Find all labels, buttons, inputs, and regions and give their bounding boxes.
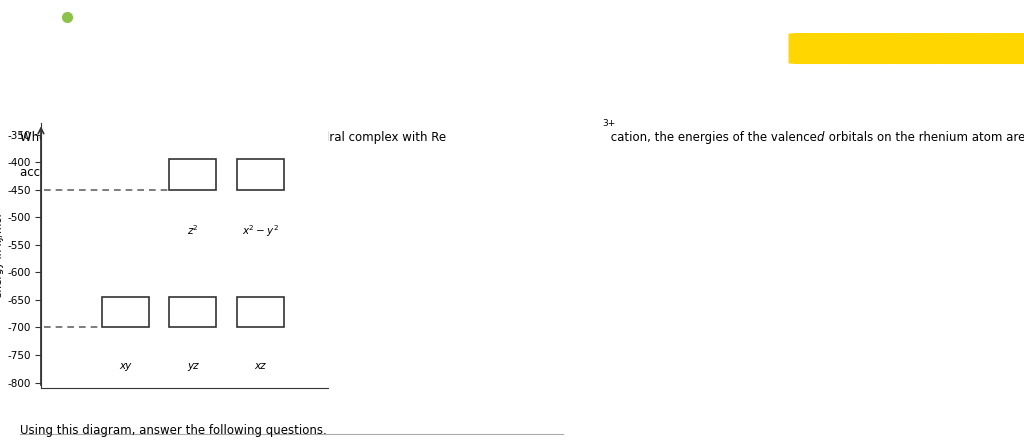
FancyBboxPatch shape (936, 33, 995, 64)
Text: $z^2$: $z^2$ (186, 223, 199, 236)
FancyBboxPatch shape (788, 33, 848, 64)
Y-axis label: energy in kJ/mol: energy in kJ/mol (0, 213, 4, 298)
Text: according to this electron box diagram:: according to this electron box diagram: (20, 166, 254, 179)
Text: When a certain strong-field ligand forms an octahedral complex with Re: When a certain strong-field ligand forms… (20, 131, 446, 144)
Bar (237, 159, 284, 190)
FancyBboxPatch shape (887, 33, 946, 64)
Text: Using this diagram, answer the following questions.: Using this diagram, answer the following… (20, 424, 328, 437)
FancyBboxPatch shape (985, 33, 1024, 64)
FancyBboxPatch shape (838, 33, 897, 64)
Bar (169, 297, 216, 327)
Text: xz: xz (254, 360, 266, 370)
Text: cation, the energies of the valence: cation, the energies of the valence (607, 131, 821, 144)
Text: Predicting color and magnetic properties from a crystal field theo...: Predicting color and magnetic properties… (67, 56, 648, 71)
Bar (237, 297, 284, 327)
Text: $x^2-y^2$: $x^2-y^2$ (242, 223, 279, 239)
Text: yz: yz (187, 360, 199, 370)
Text: THE TRANSITION METALS: THE TRANSITION METALS (77, 12, 215, 22)
Text: ▼: ▼ (72, 121, 82, 135)
Bar (169, 159, 216, 190)
Bar (101, 297, 148, 327)
Text: xy: xy (119, 360, 131, 370)
Text: d: d (816, 131, 823, 144)
Text: 3+: 3+ (602, 120, 615, 128)
Text: orbitals on the rhenium atom are split: orbitals on the rhenium atom are split (825, 131, 1024, 144)
